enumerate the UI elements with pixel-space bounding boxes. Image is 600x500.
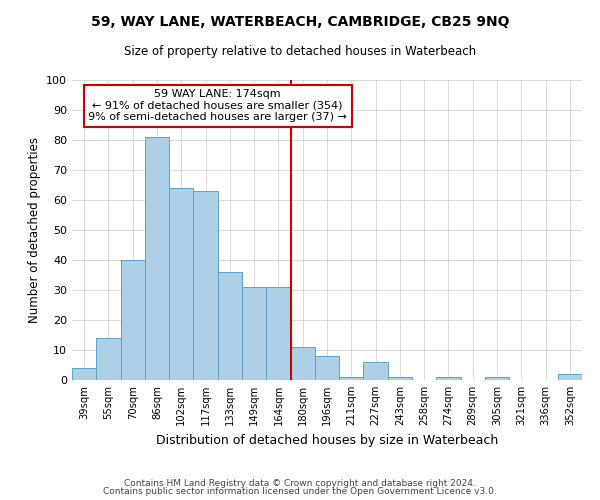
Bar [339,377,364,380]
Bar [242,287,266,380]
Bar [315,356,339,380]
Bar [290,347,315,380]
X-axis label: Distribution of detached houses by size in Waterbeach: Distribution of detached houses by size … [156,434,498,446]
Text: Contains public sector information licensed under the Open Government Licence v3: Contains public sector information licen… [103,487,497,496]
Text: Contains HM Land Registry data © Crown copyright and database right 2024.: Contains HM Land Registry data © Crown c… [124,478,476,488]
Bar [388,377,412,380]
Bar [72,368,96,380]
Text: 59, WAY LANE, WATERBEACH, CAMBRIDGE, CB25 9NQ: 59, WAY LANE, WATERBEACH, CAMBRIDGE, CB2… [91,15,509,29]
Bar [266,287,290,380]
Text: Size of property relative to detached houses in Waterbeach: Size of property relative to detached ho… [124,45,476,58]
Bar [218,272,242,380]
Bar [121,260,145,380]
Bar [169,188,193,380]
Bar [193,191,218,380]
Text: 59 WAY LANE: 174sqm
← 91% of detached houses are smaller (354)
9% of semi-detach: 59 WAY LANE: 174sqm ← 91% of detached ho… [88,89,347,122]
Bar [145,137,169,380]
Bar [364,362,388,380]
Y-axis label: Number of detached properties: Number of detached properties [28,137,41,323]
Bar [96,338,121,380]
Bar [436,377,461,380]
Bar [485,377,509,380]
Bar [558,374,582,380]
